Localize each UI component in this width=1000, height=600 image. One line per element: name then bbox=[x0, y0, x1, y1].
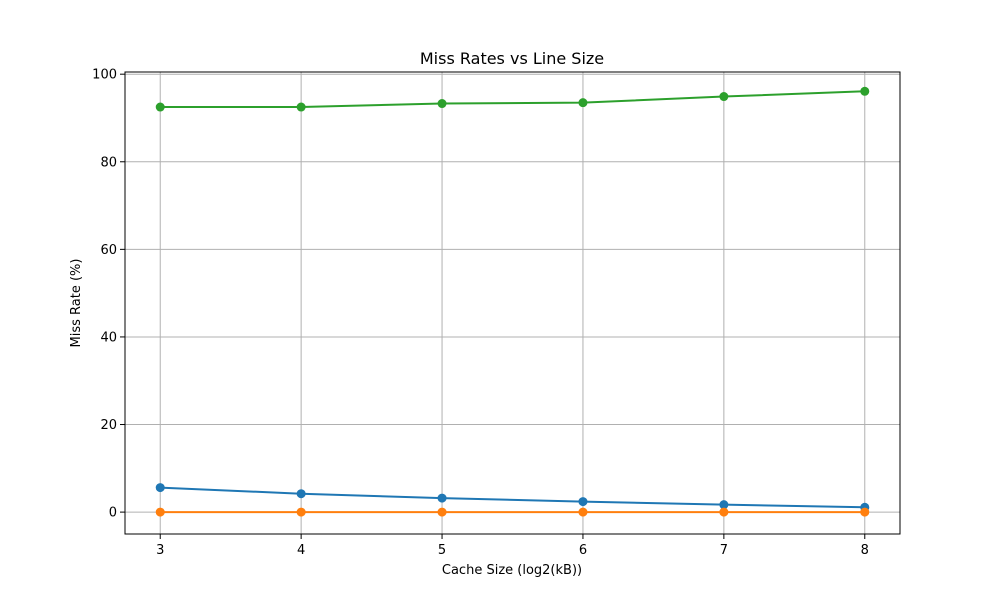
series-2-point bbox=[296, 507, 306, 517]
x-tick-label: 3 bbox=[156, 543, 164, 558]
series-3-point bbox=[719, 92, 729, 102]
y-tick-label: 80 bbox=[100, 155, 117, 170]
series-2-point bbox=[578, 507, 588, 517]
series-1-point bbox=[578, 497, 588, 507]
y-tick-label: 0 bbox=[109, 506, 117, 521]
y-tick-label: 100 bbox=[92, 68, 117, 83]
series-3-point bbox=[437, 99, 447, 109]
series-2-point bbox=[719, 507, 729, 517]
chart-title: Miss Rates vs Line Size bbox=[420, 49, 604, 68]
x-tick-label: 4 bbox=[297, 543, 305, 558]
series-2-point bbox=[437, 507, 447, 517]
x-axis-label: Cache Size (log2(kB)) bbox=[442, 563, 582, 578]
series-3-line bbox=[160, 90, 865, 109]
y-axis-label: Miss Rate (%) bbox=[69, 259, 84, 348]
series-3-point bbox=[296, 102, 306, 112]
x-tick-label: 6 bbox=[579, 543, 587, 558]
y-tick-label: 20 bbox=[100, 418, 117, 433]
y-tick-label: 60 bbox=[100, 243, 117, 258]
x-tick-label: 7 bbox=[720, 543, 728, 558]
plot-frame bbox=[124, 71, 901, 535]
series-3-point bbox=[578, 98, 588, 108]
series-2-point bbox=[860, 507, 870, 517]
x-tick-label: 8 bbox=[861, 543, 869, 558]
x-tick-label: 5 bbox=[438, 543, 446, 558]
series-1-point bbox=[437, 493, 447, 503]
series-3-point bbox=[860, 86, 870, 96]
series-1-point bbox=[155, 483, 165, 493]
series-1-point bbox=[296, 489, 306, 499]
series-2-point bbox=[155, 507, 165, 517]
series-layer bbox=[155, 86, 870, 517]
series-1-line bbox=[160, 486, 865, 509]
y-tick-label: 40 bbox=[100, 330, 117, 345]
series-1-point bbox=[719, 500, 729, 510]
series-3-point bbox=[155, 102, 165, 112]
